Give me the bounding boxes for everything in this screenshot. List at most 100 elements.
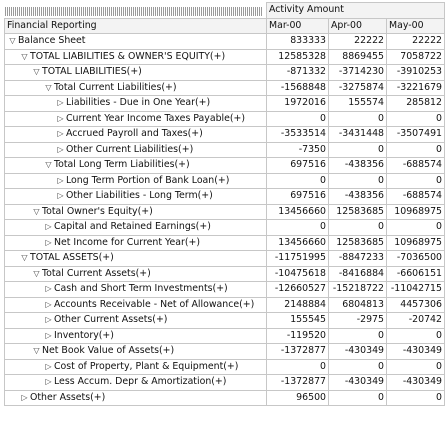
row-label-cell: ▽ TOTAL LIABILITIES(+) (4, 64, 267, 81)
row-label-cell: ▷ Liabilities - Due in One Year(+) (4, 95, 267, 112)
value-cell: 0 (386, 389, 445, 406)
triangle-right-icon[interactable]: ▷ (57, 129, 64, 139)
value-cell: 0 (386, 358, 445, 375)
row-label-cell: ▷ Cost of Property, Plant & Equipment(+) (4, 358, 267, 375)
value-cell: 0 (266, 172, 329, 189)
triangle-down-icon[interactable]: ▽ (33, 268, 40, 278)
value-cell: -3533514 (266, 126, 329, 143)
triangle-right-icon[interactable]: ▷ (57, 98, 64, 108)
table-row: ▷ Other Current Liabilities(+) -7350 0 0 (4, 141, 445, 158)
value-cell: -11042715 (386, 281, 445, 298)
financial-report-grid: Activity Amount Financial Reporting Mar-… (4, 2, 445, 406)
triangle-right-icon[interactable]: ▷ (45, 299, 52, 309)
row-label: Cost of Property, Plant & Equipment(+) (54, 360, 239, 372)
row-label-cell: ▷ Accrued Payroll and Taxes(+) (4, 126, 267, 143)
triangle-down-icon[interactable]: ▽ (45, 82, 52, 92)
column-header-may-00[interactable]: May-00 (386, 17, 445, 34)
row-label: Accrued Payroll and Taxes(+) (66, 128, 203, 140)
row-label-cell: ▷ Capital and Retained Earnings(+) (4, 219, 267, 236)
value-cell: 697516 (266, 157, 329, 174)
dimension-header[interactable]: Financial Reporting (4, 17, 267, 34)
value-cell: -119520 (266, 327, 329, 344)
triangle-right-icon[interactable]: ▷ (45, 361, 52, 371)
row-label: Other Liabilities - Long Term(+) (66, 190, 213, 202)
row-label: Accounts Receivable - Net of Allowance(+… (54, 298, 255, 310)
triangle-right-icon[interactable]: ▷ (21, 392, 28, 402)
row-label-cell: ▷ Current Year Income Taxes Payable(+) (4, 110, 267, 127)
row-label: Other Current Liabilities(+) (66, 143, 194, 155)
value-cell: -12660527 (266, 281, 329, 298)
table-row: ▷ Accrued Payroll and Taxes(+) -3533514 -34… (4, 126, 445, 143)
row-label: Total Owner's Equity(+) (42, 205, 153, 217)
value-cell: -15218722 (328, 281, 387, 298)
row-label: Capital and Retained Earnings(+) (54, 221, 211, 233)
value-cell: 0 (266, 219, 329, 236)
triangle-right-icon[interactable]: ▷ (45, 330, 52, 340)
value-cell: -7036500 (386, 250, 445, 267)
triangle-down-icon[interactable]: ▽ (21, 51, 28, 61)
table-row: ▷ Capital and Retained Earnings(+) 0 0 0 (4, 219, 445, 236)
value-cell: 697516 (266, 188, 329, 205)
value-cell: 285812 (386, 95, 445, 112)
triangle-right-icon[interactable]: ▷ (57, 175, 64, 185)
row-label-cell: ▷ Net Income for Current Year(+) (4, 234, 267, 251)
row-label-cell: ▽ Total Current Assets(+) (4, 265, 267, 282)
table-row: ▷ Other Liabilities - Long Term(+) 697516-… (4, 188, 445, 205)
value-cell: 0 (328, 327, 387, 344)
triangle-right-icon[interactable]: ▷ (57, 113, 64, 123)
row-label: Other Assets(+) (30, 391, 106, 403)
row-label-cell: ▽ TOTAL ASSETS(+) (4, 250, 267, 267)
value-cell: 833333 (266, 33, 329, 50)
value-cell: 0 (328, 172, 387, 189)
row-label-cell: ▷ Long Term Portion of Bank Loan(+) (4, 172, 267, 189)
value-cell: 6804813 (328, 296, 387, 313)
table-row: ▷ Current Year Income Taxes Payable(+) 0 0 0 (4, 110, 445, 127)
triangle-right-icon[interactable]: ▷ (57, 191, 64, 201)
triangle-right-icon[interactable]: ▷ (45, 222, 52, 232)
measure-header[interactable]: Activity Amount (266, 2, 445, 19)
triangle-down-icon[interactable]: ▽ (45, 160, 52, 170)
table-row: ▽ Total Owner's Equity(+) 13456660 12583685… (4, 203, 445, 220)
value-cell: -10475618 (266, 265, 329, 282)
value-cell: 22222 (386, 33, 445, 50)
value-cell: 0 (328, 358, 387, 375)
triangle-down-icon[interactable]: ▽ (33, 346, 40, 356)
row-label-cell: ▷ Cash and Short Term Investments(+) (4, 281, 267, 298)
value-cell: -1372877 (266, 374, 329, 391)
table-row: ▷ Accounts Receivable - Net of Allowance(… (4, 296, 445, 313)
drag-grip[interactable] (4, 2, 267, 19)
value-cell: 0 (266, 358, 329, 375)
triangle-right-icon[interactable]: ▷ (45, 377, 52, 387)
triangle-right-icon[interactable]: ▷ (57, 144, 64, 154)
value-cell: -871332 (266, 64, 329, 81)
report-table: Activity Amount Financial Reporting Mar-… (4, 2, 445, 406)
value-cell: 0 (328, 219, 387, 236)
value-cell: 13456660 (266, 234, 329, 251)
triangle-right-icon[interactable]: ▷ (45, 315, 52, 325)
row-label-cell: ▷ Inventory(+) (4, 327, 267, 344)
triangle-right-icon[interactable]: ▷ (45, 284, 52, 294)
table-row: ▷ Other Assets(+) 96500 0 0 (4, 389, 445, 406)
value-cell: 155545 (266, 312, 329, 329)
value-cell: 12583685 (328, 234, 387, 251)
triangle-down-icon[interactable]: ▽ (33, 206, 40, 216)
value-cell: 0 (386, 172, 445, 189)
table-row: ▽ TOTAL LIABILITIES & OWNER'S EQUITY(+) 12… (4, 48, 445, 65)
triangle-down-icon[interactable]: ▽ (9, 36, 16, 46)
triangle-down-icon[interactable]: ▽ (33, 67, 40, 77)
value-cell: 8869455 (328, 48, 387, 65)
triangle-down-icon[interactable]: ▽ (21, 253, 28, 263)
table-row: ▷ Cash and Short Term Investments(+) -1266… (4, 281, 445, 298)
row-label: TOTAL ASSETS(+) (30, 252, 114, 264)
column-header-mar-00[interactable]: Mar-00 (266, 17, 329, 34)
column-header-apr-00[interactable]: Apr-00 (328, 17, 387, 34)
value-cell: -3431448 (328, 126, 387, 143)
row-label: TOTAL LIABILITIES(+) (42, 66, 142, 78)
triangle-right-icon[interactable]: ▷ (45, 237, 52, 247)
row-label-cell: ▷ Other Liabilities - Long Term(+) (4, 188, 267, 205)
value-cell: -438356 (328, 157, 387, 174)
row-label: Cash and Short Term Investments(+) (54, 283, 228, 295)
row-label: Current Year Income Taxes Payable(+) (66, 112, 246, 124)
row-label: Less Accum. Depr & Amortization(+) (54, 376, 227, 388)
value-cell: 0 (386, 110, 445, 127)
